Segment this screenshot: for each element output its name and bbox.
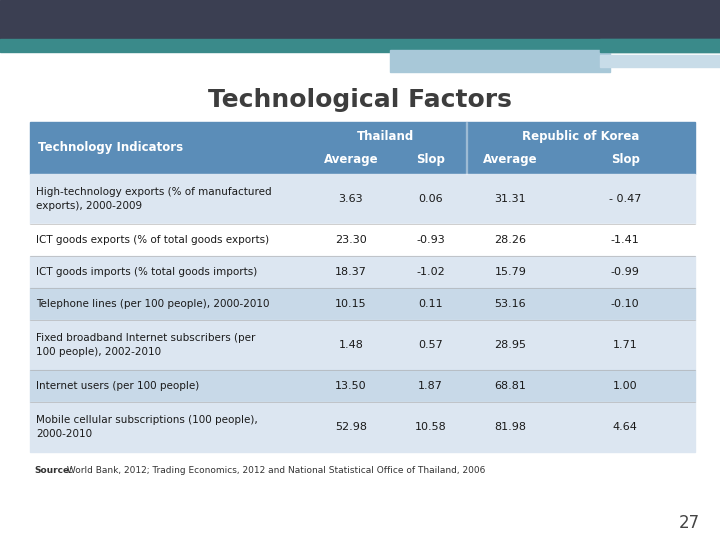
Text: 1.71: 1.71 <box>613 340 637 350</box>
Text: 1.87: 1.87 <box>418 381 443 391</box>
Bar <box>30 402 695 452</box>
Text: ICT goods imports (% total goods imports): ICT goods imports (% total goods imports… <box>36 267 257 277</box>
Text: Source:: Source: <box>34 466 73 475</box>
Bar <box>30 256 695 288</box>
Text: Thailand: Thailand <box>357 130 415 143</box>
Bar <box>30 174 695 224</box>
Text: 53.16: 53.16 <box>495 299 526 309</box>
Text: Telephone lines (per 100 people), 2000-2010: Telephone lines (per 100 people), 2000-2… <box>36 299 269 309</box>
Text: Internet users (per 100 people): Internet users (per 100 people) <box>36 381 199 391</box>
Text: 28.26: 28.26 <box>495 235 526 245</box>
Bar <box>30 320 695 370</box>
Text: 0.11: 0.11 <box>418 299 443 309</box>
Text: 27: 27 <box>679 514 700 532</box>
Text: 100 people), 2002-2010: 100 people), 2002-2010 <box>36 347 161 357</box>
Text: 52.98: 52.98 <box>335 422 367 432</box>
Text: 23.30: 23.30 <box>335 235 366 245</box>
Text: Technological Factors: Technological Factors <box>208 88 512 112</box>
Bar <box>390 50 610 72</box>
Text: 15.79: 15.79 <box>495 267 526 277</box>
Text: Average: Average <box>323 153 378 166</box>
Text: 18.37: 18.37 <box>335 267 366 277</box>
Text: 10.58: 10.58 <box>415 422 446 432</box>
Bar <box>30 288 695 320</box>
Text: exports), 2000-2009: exports), 2000-2009 <box>36 201 142 211</box>
Bar <box>30 122 695 452</box>
Text: World Bank, 2012; Trading Economics, 2012 and National Statistical Office of Tha: World Bank, 2012; Trading Economics, 201… <box>64 466 485 475</box>
Bar <box>30 122 695 174</box>
Text: 2000-2010: 2000-2010 <box>36 429 92 439</box>
Text: 1.00: 1.00 <box>613 381 637 391</box>
Text: Slop: Slop <box>611 153 639 166</box>
Text: Fixed broadband Internet subscribers (per: Fixed broadband Internet subscribers (pe… <box>36 333 256 343</box>
Text: 13.50: 13.50 <box>335 381 366 391</box>
Text: -0.10: -0.10 <box>611 299 639 309</box>
Text: -1.02: -1.02 <box>416 267 445 277</box>
Bar <box>600 39 720 52</box>
Bar <box>466 122 467 174</box>
Text: -0.93: -0.93 <box>416 235 445 245</box>
Text: 4.64: 4.64 <box>613 422 638 432</box>
Text: - 0.47: - 0.47 <box>609 194 642 204</box>
Text: Slop: Slop <box>416 153 445 166</box>
Bar <box>600 55 720 67</box>
Bar <box>0 0 720 40</box>
Bar <box>0 39 720 52</box>
Text: ICT goods exports (% of total goods exports): ICT goods exports (% of total goods expo… <box>36 235 269 245</box>
Text: 1.48: 1.48 <box>338 340 364 350</box>
Text: High-technology exports (% of manufactured: High-technology exports (% of manufactur… <box>36 187 271 197</box>
Text: Republic of Korea: Republic of Korea <box>521 130 639 143</box>
Text: -1.41: -1.41 <box>611 235 639 245</box>
Bar <box>30 370 695 402</box>
Text: Average: Average <box>483 153 538 166</box>
Text: 10.15: 10.15 <box>335 299 366 309</box>
Bar <box>30 224 695 256</box>
Text: Mobile cellular subscriptions (100 people),: Mobile cellular subscriptions (100 peopl… <box>36 415 258 425</box>
Text: 0.06: 0.06 <box>418 194 443 204</box>
Text: 81.98: 81.98 <box>495 422 526 432</box>
Text: 3.63: 3.63 <box>338 194 363 204</box>
Text: 28.95: 28.95 <box>495 340 526 350</box>
Text: 31.31: 31.31 <box>495 194 526 204</box>
Text: -0.99: -0.99 <box>611 267 639 277</box>
Text: Technology Indicators: Technology Indicators <box>38 141 183 154</box>
Text: 68.81: 68.81 <box>495 381 526 391</box>
Text: 0.57: 0.57 <box>418 340 443 350</box>
